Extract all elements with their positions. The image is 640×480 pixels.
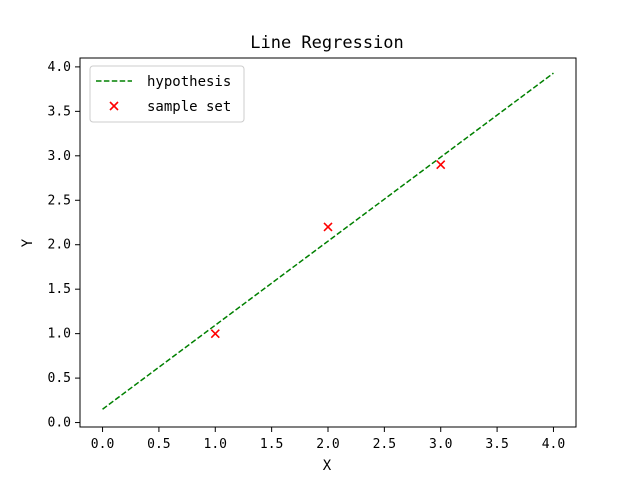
legend-box: [89, 65, 245, 123]
y-tick-label: 0.5: [48, 371, 71, 386]
x-tick-label: 4.0: [542, 437, 565, 452]
y-tick-label: 4.0: [48, 60, 71, 75]
y-tick-label: 2.0: [48, 238, 71, 253]
y-tick-label: 3.0: [48, 149, 71, 164]
x-tick-label: 2.5: [373, 437, 396, 452]
sample-point: [323, 222, 333, 232]
x-tick-label: 3.0: [429, 437, 452, 452]
y-tick-label: 3.5: [48, 104, 71, 119]
x-tick-label: 1.5: [260, 437, 283, 452]
legend-label: hypothesis: [147, 74, 231, 90]
y-tick-label: 1.0: [48, 327, 71, 342]
sample-point-stroke: [210, 329, 220, 339]
x-axis-label: X: [323, 458, 332, 474]
sample-point-stroke: [436, 160, 446, 170]
sample-point: [436, 160, 446, 170]
sample-point-stroke: [323, 222, 333, 232]
x-tick-label: 2.0: [316, 437, 339, 452]
legend-marker-stroke: [109, 101, 119, 111]
y-tick-label: 2.5: [48, 193, 71, 208]
hypothesis-line: [102, 72, 554, 410]
y-tick-label: 0.0: [48, 416, 71, 431]
chart-title: Line Regression: [250, 33, 404, 53]
legend: hypothesis sample set: [89, 65, 245, 123]
y-axis-label: Y: [20, 238, 36, 247]
plot-area: 0.0 0.5 1.0 1.5 2.0 2.5 3.0 3.5 4.0 0.0 0.5 1.0 1.5 2…: [48, 57, 577, 452]
legend-marker-swatch: [109, 101, 119, 111]
x-tick-label: 0.5: [147, 437, 170, 452]
x-tick-label: 3.5: [485, 437, 508, 452]
sample-point: [210, 329, 220, 339]
x-tick-label: 0.0: [91, 437, 114, 452]
legend-label: sample set: [147, 99, 231, 115]
y-tick-label: 1.5: [48, 282, 71, 297]
x-tick-label: 1.0: [204, 437, 227, 452]
